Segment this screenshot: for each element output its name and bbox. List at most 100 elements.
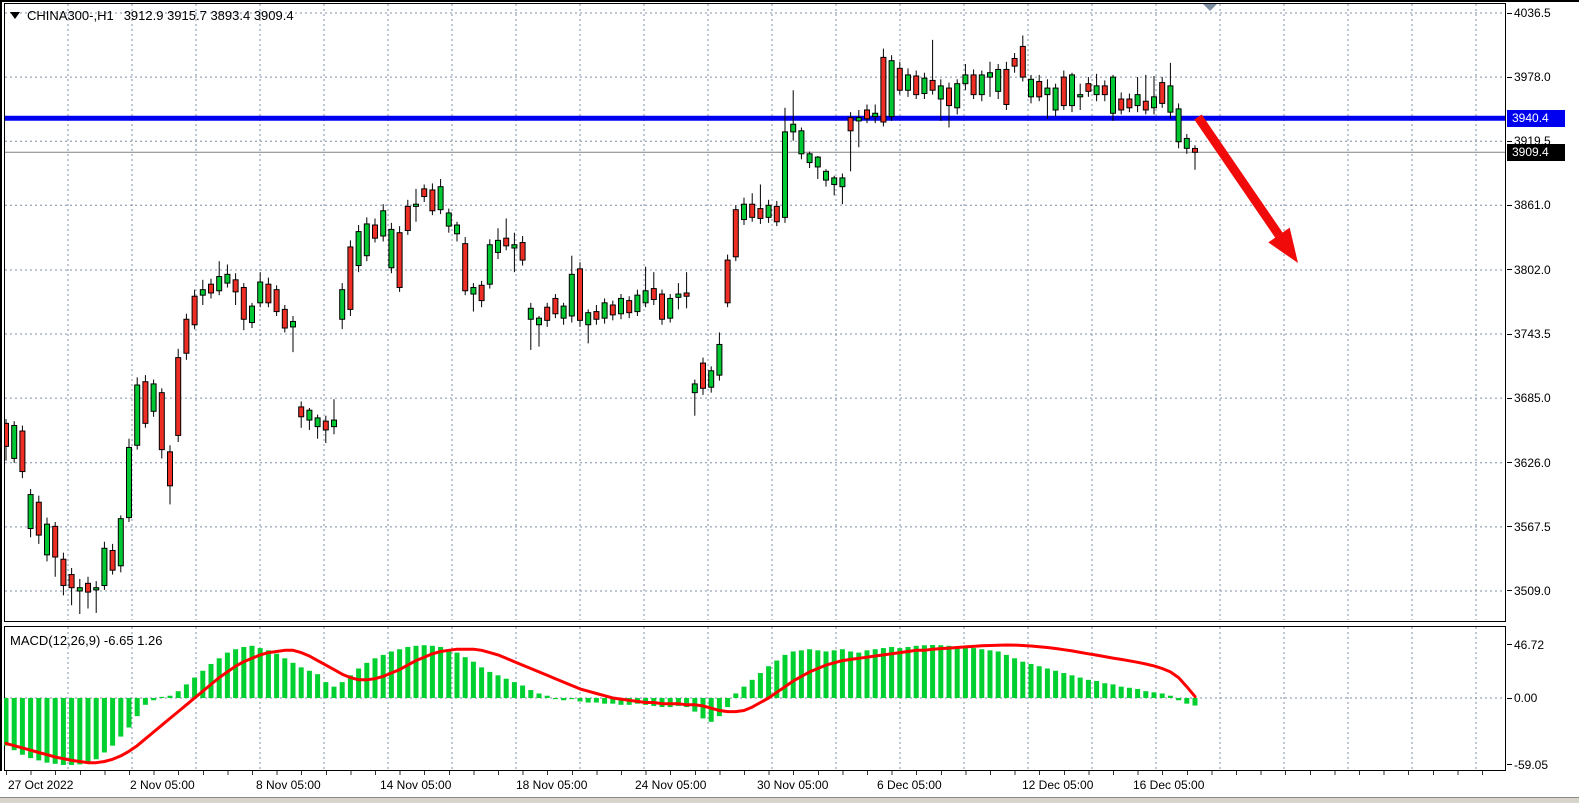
bear-candle-body xyxy=(847,117,854,132)
macd-bar xyxy=(438,646,444,698)
macd-bar xyxy=(798,650,804,698)
bear-candle-body xyxy=(1118,98,1125,111)
bear-candle-body xyxy=(519,242,526,261)
bear-candle-body xyxy=(191,295,198,326)
chart-ohlc-values: 3912.9 3915.7 3893.4 3909.4 xyxy=(123,8,294,23)
macd-bar xyxy=(790,651,796,698)
macd-bar xyxy=(1085,679,1091,698)
time-axis-label: 30 Nov 05:00 xyxy=(757,778,829,792)
macd-bar xyxy=(405,646,411,698)
price-axis-label: 4036.5 xyxy=(1514,6,1551,20)
macd-bar xyxy=(446,649,452,698)
time-axis-label: 6 Dec 05:00 xyxy=(877,778,942,792)
bull-candle-body xyxy=(1183,137,1190,149)
price-chart-panel[interactable] xyxy=(4,3,1506,622)
macd-bar xyxy=(700,698,706,719)
bull-candle-body xyxy=(1052,87,1059,111)
macd-bar xyxy=(552,698,558,700)
macd-bar xyxy=(1028,663,1034,698)
macd-tick xyxy=(1507,698,1512,699)
macd-bar xyxy=(823,651,829,698)
bull-candle-body xyxy=(331,419,337,428)
bull-candle-body xyxy=(814,156,821,168)
macd-bar xyxy=(85,698,91,763)
bear-candle-body xyxy=(650,288,657,301)
bull-candle-body xyxy=(1093,85,1100,96)
bear-candle-body xyxy=(593,311,600,320)
bear-candle-body xyxy=(208,283,214,294)
macd-bar xyxy=(69,698,75,765)
macd-bar xyxy=(142,698,148,705)
bull-candle-body xyxy=(27,494,34,530)
bear-candle-body xyxy=(1019,45,1026,78)
bear-candle-body xyxy=(1011,57,1018,67)
candlesticks xyxy=(4,35,1198,615)
macd-bar xyxy=(298,667,304,698)
bull-candle-body xyxy=(675,293,682,298)
macd-bar xyxy=(577,698,583,702)
macd-bar xyxy=(339,682,345,698)
bull-candle-body xyxy=(954,83,961,109)
macd-bar xyxy=(1061,673,1067,698)
macd-bar xyxy=(528,690,534,698)
macd-bar xyxy=(602,698,608,704)
bull-candle-body xyxy=(765,204,772,218)
price-axis-label: 3626.0 xyxy=(1514,455,1551,470)
bear-candle-body xyxy=(757,208,764,219)
price-tick xyxy=(1507,269,1512,270)
macd-bar xyxy=(995,651,1001,698)
bull-candle-body xyxy=(560,305,567,319)
bear-candle-body xyxy=(929,79,936,91)
macd-bar xyxy=(126,698,132,728)
macd-bar xyxy=(265,650,271,698)
bear-candle-body xyxy=(880,56,887,123)
macd-bar xyxy=(52,698,58,764)
macd-bar xyxy=(282,658,288,698)
macd-bar xyxy=(1184,698,1190,704)
bull-candle-body xyxy=(708,370,715,388)
price-tick xyxy=(1507,462,1512,463)
macd-bar xyxy=(962,646,968,698)
bull-candle-body xyxy=(1069,74,1075,107)
bull-candle-body xyxy=(1167,85,1174,113)
macd-indicator-panel[interactable] xyxy=(4,626,1506,771)
bear-candle-body xyxy=(896,67,903,91)
bear-candle-body xyxy=(60,558,67,587)
macd-tick xyxy=(1507,764,1512,765)
time-axis-ticks xyxy=(6,771,1505,775)
macd-bar xyxy=(397,649,403,698)
price-tick xyxy=(1507,398,1512,399)
macd-bar xyxy=(1110,684,1116,698)
bull-candle-body xyxy=(839,177,846,188)
macd-bar xyxy=(675,698,681,706)
bear-candle-body xyxy=(773,205,780,223)
macd-bar xyxy=(987,650,993,698)
bull-candle-body xyxy=(905,74,911,91)
macd-bar xyxy=(454,652,460,698)
bull-candle-body xyxy=(585,312,592,326)
macd-bar xyxy=(561,698,567,701)
bull-candle-body xyxy=(290,320,296,328)
bull-candle-body xyxy=(978,74,985,96)
bear-candle-body xyxy=(864,109,870,120)
trend-arrow-annotation[interactable] xyxy=(1194,114,1298,263)
bull-candle-body xyxy=(437,186,444,211)
macd-bar xyxy=(19,698,25,755)
bear-candle-body xyxy=(700,362,706,389)
macd-bar xyxy=(183,684,189,698)
bull-candle-body xyxy=(995,68,1002,92)
macd-bar xyxy=(1167,695,1173,698)
bull-candle-body xyxy=(831,177,838,185)
bull-candle-body xyxy=(1028,78,1034,98)
macd-bar xyxy=(921,645,927,698)
bear-candle-body xyxy=(265,283,272,304)
macd-bar xyxy=(413,645,419,698)
chart-symbol-period: CHINA300-,H1 xyxy=(27,8,114,23)
price-axis-label: 3861.0 xyxy=(1514,198,1551,213)
bull-candle-body xyxy=(716,343,723,376)
macd-bar xyxy=(290,662,296,698)
price-axis-label: 3685.0 xyxy=(1514,391,1551,406)
hline-price-badge: 3940.4 xyxy=(1507,110,1565,127)
time-axis[interactable]: 27 Oct 2022 2 Nov 05:00 8 Nov 05:00 14 Nov … xyxy=(0,771,1579,797)
macd-bar xyxy=(44,698,50,763)
